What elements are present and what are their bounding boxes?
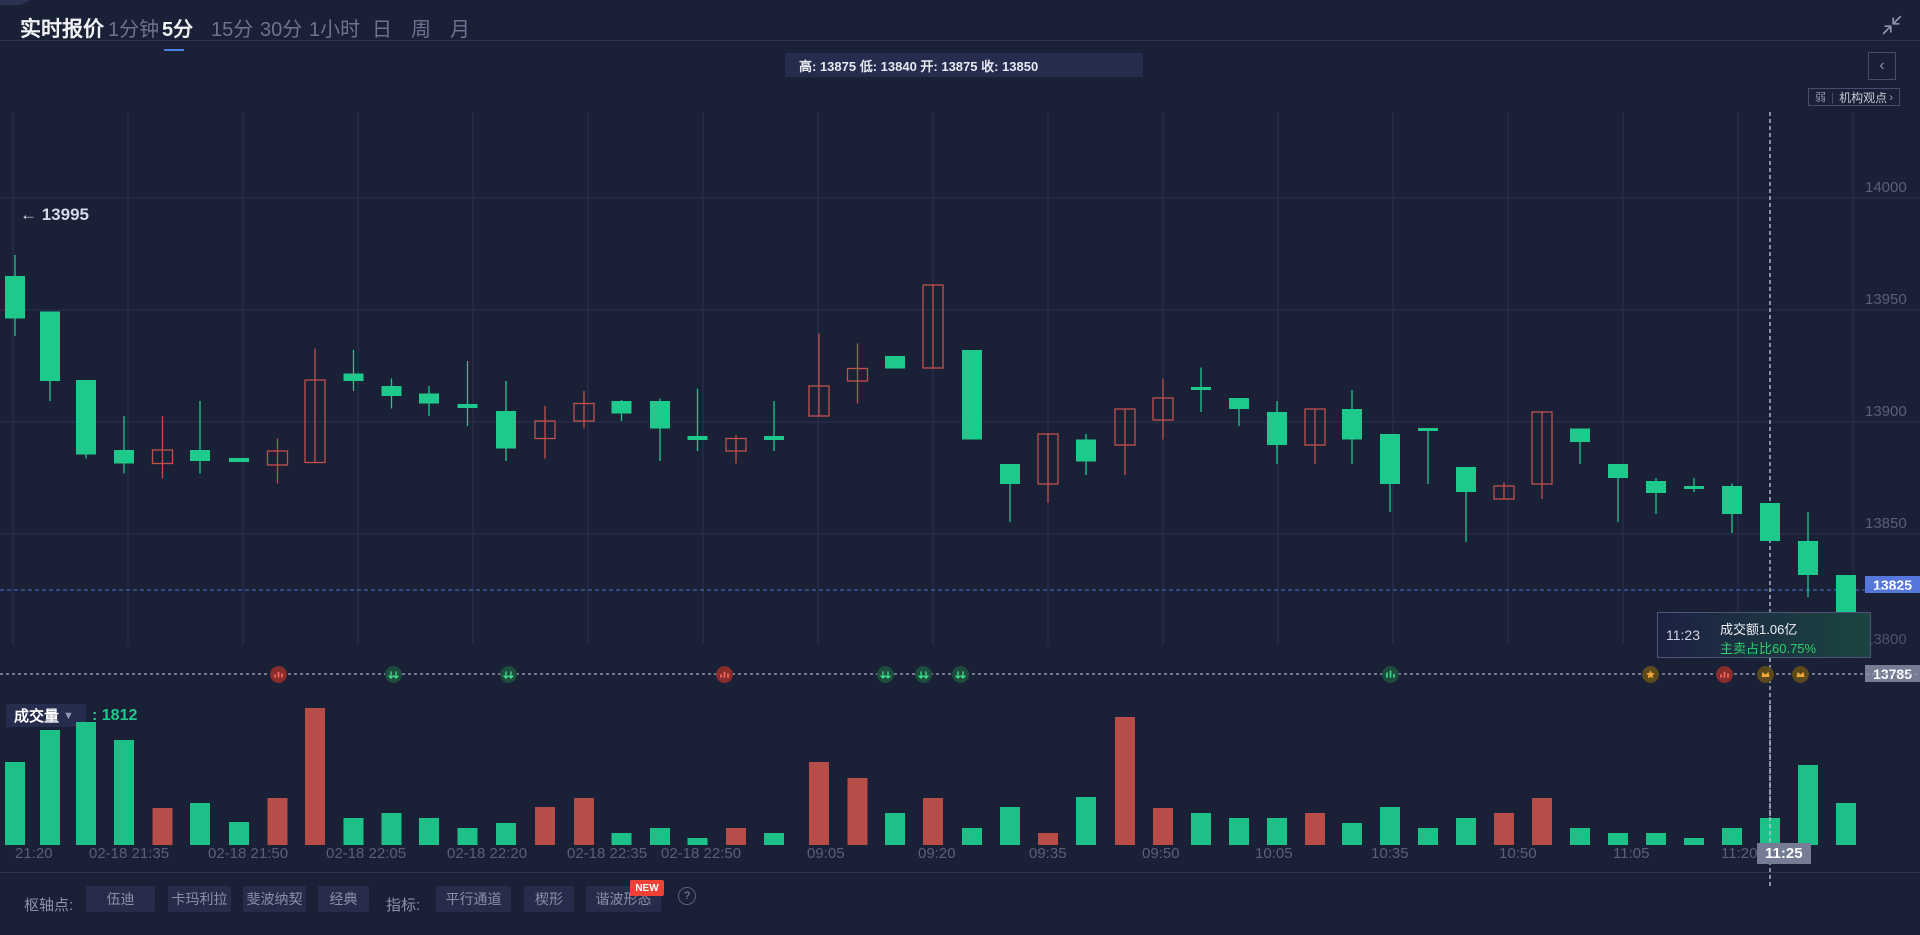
svg-text:13800: 13800 xyxy=(1865,631,1907,648)
svg-text:13900: 13900 xyxy=(1865,403,1907,420)
svg-text:13850: 13850 xyxy=(1865,515,1907,532)
svg-text:13950: 13950 xyxy=(1865,291,1907,308)
svg-text:14000: 14000 xyxy=(1865,179,1907,196)
